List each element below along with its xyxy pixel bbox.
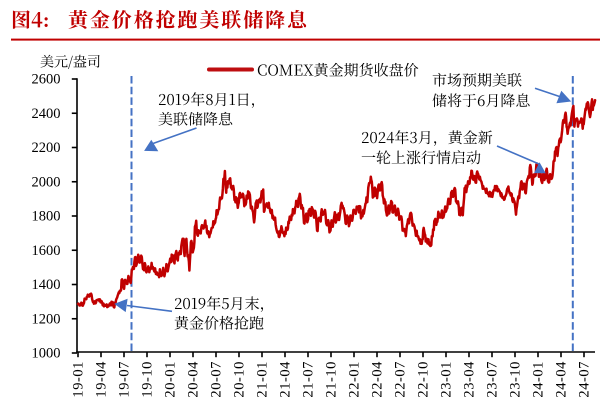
svg-text:22-04: 22-04 bbox=[370, 361, 386, 398]
svg-text:市场预期美联: 市场预期美联 bbox=[432, 70, 522, 91]
svg-text:23-04: 23-04 bbox=[462, 361, 478, 398]
svg-text:19-01: 19-01 bbox=[71, 361, 87, 398]
svg-text:1400: 1400 bbox=[32, 277, 61, 293]
svg-text:2000: 2000 bbox=[32, 174, 61, 190]
svg-text:2019年8月1日，: 2019年8月1日， bbox=[158, 89, 266, 110]
svg-text:21-04: 21-04 bbox=[278, 361, 294, 398]
svg-text:20-07: 20-07 bbox=[209, 361, 225, 398]
svg-text:22-10: 22-10 bbox=[416, 361, 432, 398]
svg-text:2400: 2400 bbox=[32, 106, 61, 122]
svg-text:2024年3月，黄金新: 2024年3月，黄金新 bbox=[361, 127, 493, 148]
svg-text:22-01: 22-01 bbox=[347, 361, 363, 398]
svg-text:一轮上涨行情启动: 一轮上涨行情启动 bbox=[361, 147, 481, 168]
svg-text:21-10: 21-10 bbox=[324, 361, 340, 398]
svg-text:23-10: 23-10 bbox=[508, 361, 524, 398]
svg-text:黄金价格抢跑: 黄金价格抢跑 bbox=[174, 313, 264, 334]
svg-text:24-07: 24-07 bbox=[577, 361, 593, 398]
svg-text:22-07: 22-07 bbox=[393, 361, 409, 398]
svg-text:24-01: 24-01 bbox=[531, 361, 547, 398]
svg-text:23-01: 23-01 bbox=[439, 361, 455, 398]
svg-text:1600: 1600 bbox=[32, 243, 61, 259]
svg-text:19-07: 19-07 bbox=[117, 361, 133, 398]
svg-text:20-01: 20-01 bbox=[163, 361, 179, 398]
svg-text:19-04: 19-04 bbox=[94, 361, 110, 398]
svg-text:20-10: 20-10 bbox=[232, 361, 248, 398]
svg-text:1200: 1200 bbox=[32, 311, 61, 327]
svg-text:21-07: 21-07 bbox=[301, 361, 317, 398]
svg-text:储将于6月降息: 储将于6月降息 bbox=[432, 90, 530, 111]
svg-text:24-04: 24-04 bbox=[554, 361, 570, 398]
svg-text:23-07: 23-07 bbox=[485, 361, 501, 398]
svg-text:1800: 1800 bbox=[32, 209, 61, 225]
svg-text:2600: 2600 bbox=[32, 72, 61, 88]
svg-text:2200: 2200 bbox=[32, 140, 61, 156]
svg-text:图4:: 图4: bbox=[11, 4, 50, 33]
svg-text:21-01: 21-01 bbox=[255, 361, 271, 398]
svg-text:19-10: 19-10 bbox=[140, 361, 156, 398]
svg-text:1000: 1000 bbox=[32, 346, 61, 362]
svg-text:20-04: 20-04 bbox=[186, 361, 202, 398]
svg-text:美联储降息: 美联储降息 bbox=[158, 109, 233, 130]
svg-text:黄金价格抢跑美联储降息: 黄金价格抢跑美联储降息 bbox=[68, 4, 309, 33]
svg-text:美元/盎司: 美元/盎司 bbox=[40, 52, 101, 72]
svg-text:COMEX黄金期货收盘价: COMEX黄金期货收盘价 bbox=[257, 60, 419, 81]
svg-text:2019年5月末，: 2019年5月末， bbox=[174, 293, 275, 314]
